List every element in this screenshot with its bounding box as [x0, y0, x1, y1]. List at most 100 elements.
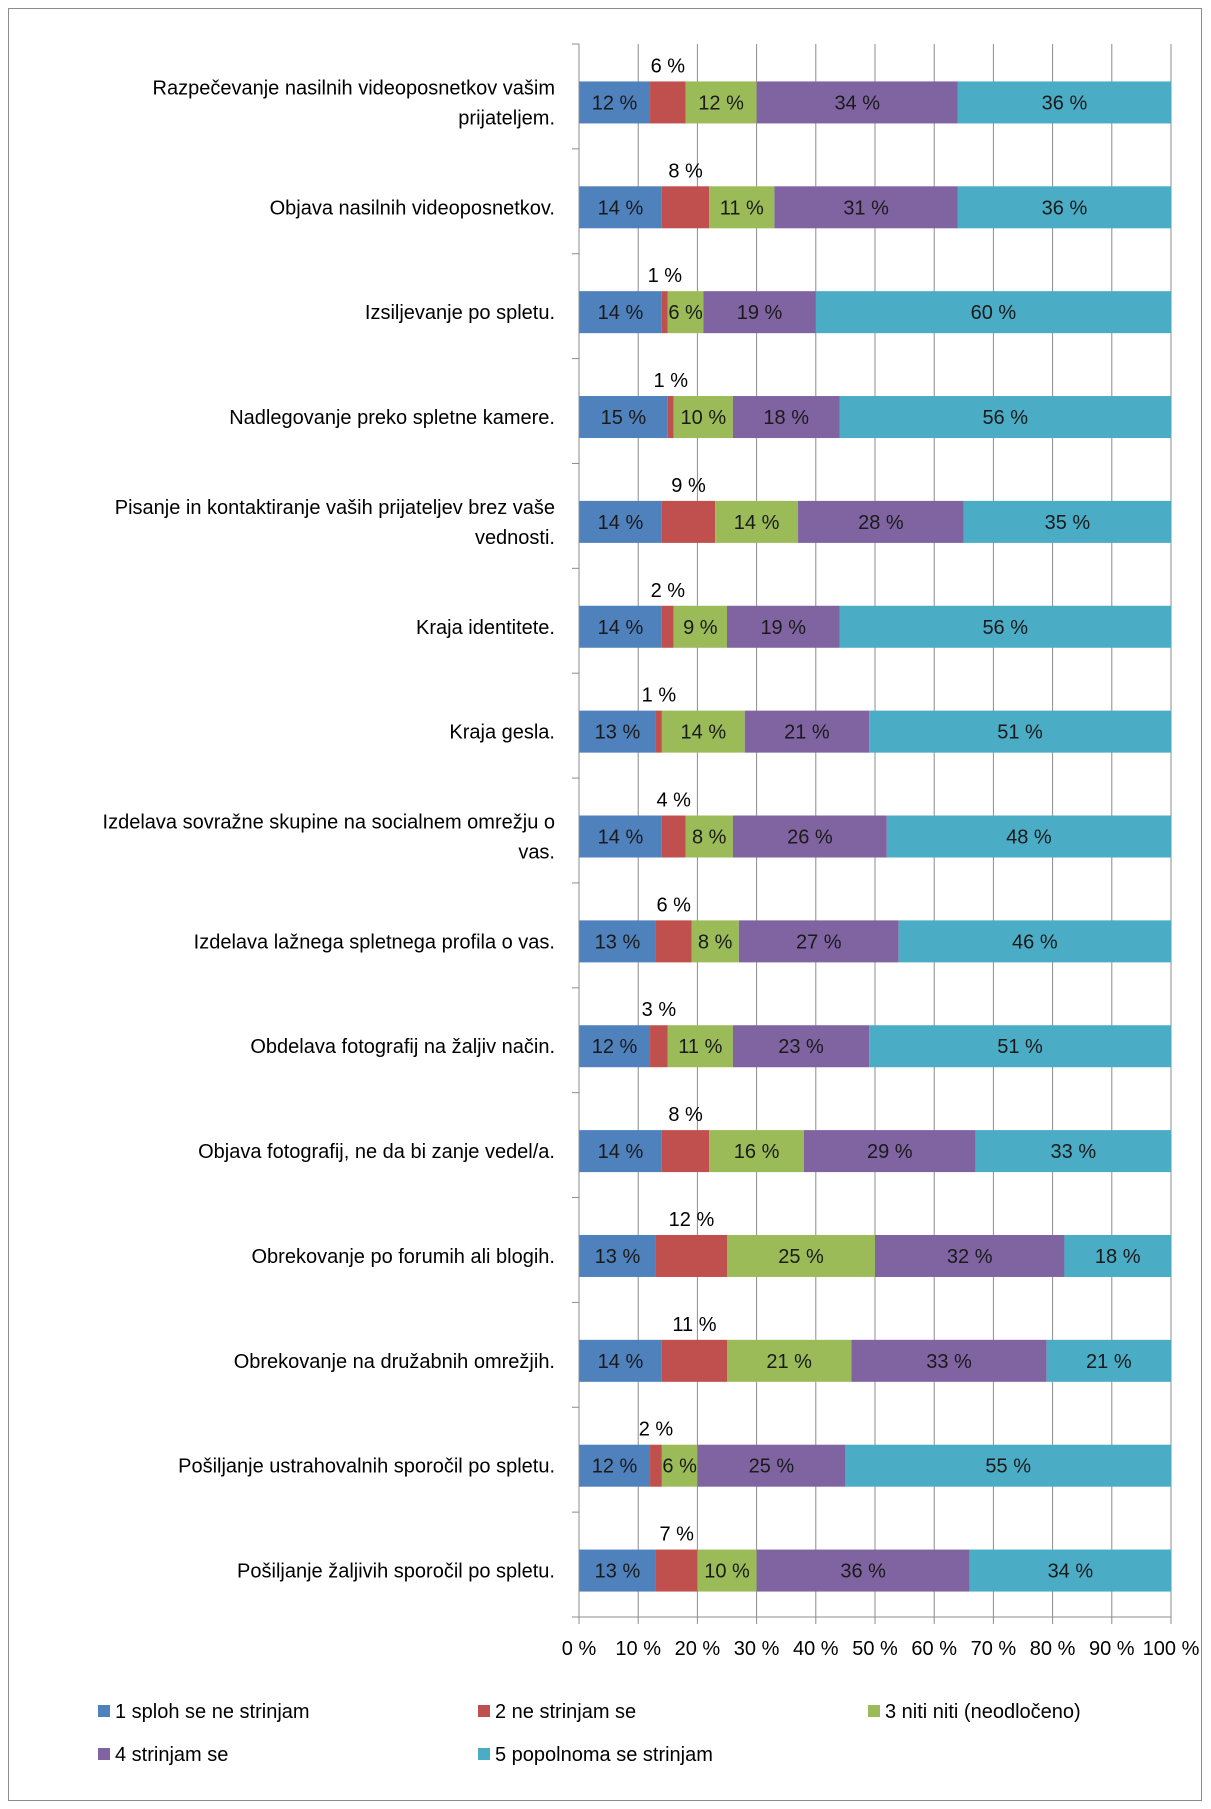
bar-segment [756, 81, 958, 124]
data-label: 33 % [1051, 1141, 1097, 1163]
bar-segment [732, 815, 887, 858]
data-label: 56 % [982, 407, 1028, 429]
bar-segment [655, 1549, 698, 1592]
data-label: 12 % [592, 92, 638, 114]
category-label: Obrekovanje na družabnih omrežjih. [234, 1351, 555, 1373]
category-label-line: prijateljem. [458, 107, 555, 129]
data-label: 12 % [669, 1209, 715, 1231]
data-label: 4 % [656, 790, 691, 812]
category-label-line: Pošiljanje žaljivih sporočil po spletu. [237, 1561, 555, 1583]
data-label: 13 % [595, 931, 641, 953]
category-label-line: Razpečevanje nasilnih videoposnetkov vaš… [153, 77, 555, 99]
legend-swatch [478, 1705, 490, 1717]
bar-segment [697, 1444, 846, 1487]
bar-segment [667, 396, 674, 439]
data-label: 13 % [595, 1561, 641, 1583]
category-label: Izsiljevanje po spletu. [365, 302, 555, 324]
data-label: 34 % [1048, 1561, 1094, 1583]
category-label-line: Izdelava sovražne skupine na socialnem o… [103, 812, 555, 834]
labels: 0 % 10 % 20 % 30 % 40 % 50 % 60 % 70 % 80 % 90 % 1… [103, 55, 1200, 1660]
data-label: 14 % [598, 302, 644, 324]
bar-segment [727, 1234, 875, 1277]
category-label: Izdelava lažnega spletnega profila o vas… [194, 931, 555, 953]
bar-segment [655, 710, 662, 753]
category-label-line: Kraja identitete. [416, 617, 555, 639]
category-label-line: vednosti. [475, 527, 555, 549]
bar-segment [579, 396, 668, 439]
data-label: 11 % [672, 1314, 716, 1336]
data-label: 1 % [648, 265, 683, 287]
category-label: Izdelava sovražne skupine na socialnem o… [103, 812, 555, 864]
category-label-line: Obrekovanje po forumih ali blogih. [251, 1246, 555, 1268]
data-label: 55 % [985, 1456, 1031, 1478]
category-label-line: Objava nasilnih videoposnetkov. [270, 197, 555, 219]
bar-segment [957, 81, 1171, 124]
bar-segment [579, 815, 662, 858]
bar-segment [803, 1130, 976, 1173]
data-label: 14 % [598, 827, 644, 849]
data-label: 34 % [834, 92, 880, 114]
category-label: Objava nasilnih videoposnetkov. [270, 197, 555, 219]
bar-segment [579, 1025, 651, 1068]
data-label: 13 % [595, 1246, 641, 1268]
bar-segment [650, 1444, 662, 1487]
data-label: 13 % [595, 722, 641, 744]
category-label: Obrekovanje po forumih ali blogih. [251, 1246, 555, 1268]
data-label: 1 % [654, 370, 689, 392]
legend-swatch [98, 1705, 110, 1717]
bar-segment [661, 710, 745, 753]
bar-segment [661, 815, 686, 858]
bar-segment [774, 186, 958, 229]
legend-label: 4 strinjam se [115, 1744, 228, 1766]
category-label: Nadlegovanje preko spletne kamere. [229, 407, 555, 429]
category-label: Objava fotografij, ne da bi zanje vedel/… [198, 1141, 555, 1163]
bar-segment [963, 500, 1171, 543]
data-label: 8 % [668, 1104, 703, 1126]
bar-segment [845, 1444, 1171, 1487]
data-label: 21 % [1086, 1351, 1132, 1373]
data-label: 51 % [997, 722, 1043, 744]
data-label: 2 % [639, 1419, 674, 1441]
axes [572, 43, 1172, 1624]
category-label-line: Obrekovanje na družabnih omrežjih. [234, 1351, 555, 1373]
bar-segment [839, 396, 1171, 439]
category-label-line: Obdelava fotografij na žaljiv način. [250, 1036, 555, 1058]
bar-segment [661, 605, 674, 648]
x-tick-label: 50 % [852, 1638, 898, 1660]
category-label-line: Kraja gesla. [449, 722, 555, 744]
x-tick-label: 70 % [971, 1638, 1017, 1660]
bar-segment [579, 500, 662, 543]
legend-swatch [478, 1748, 490, 1760]
bar-segment [661, 1130, 710, 1173]
legend: 1 sploh se ne strinjam 2 ne strinjam se 3 … [98, 1701, 1081, 1766]
data-label: 56 % [982, 617, 1028, 639]
data-label: 6 % [656, 894, 691, 916]
category-label-line: Pošiljanje ustrahovalnih sporočil po spl… [178, 1456, 555, 1478]
data-label: 12 % [592, 1456, 638, 1478]
bar-segment [579, 920, 656, 963]
bar-segment [691, 920, 739, 963]
data-label: 14 % [598, 1141, 644, 1163]
bar-segment [727, 605, 840, 648]
bar-segment [579, 186, 662, 229]
bar-segment [579, 291, 662, 334]
category-label-line: Pisanje in kontaktiranje vaših prijatelj… [115, 497, 555, 519]
bar-segment [655, 1234, 727, 1277]
category-label: Pošiljanje ustrahovalnih sporočil po spl… [178, 1456, 555, 1478]
legend-label: 2 ne strinjam se [495, 1701, 636, 1723]
category-label-line: Izdelava lažnega spletnega profila o vas… [194, 931, 555, 953]
data-label: 3 % [642, 999, 677, 1021]
data-label: 19 % [760, 617, 806, 639]
bar-segment [732, 396, 840, 439]
data-label: 14 % [598, 617, 644, 639]
data-label: 14 % [598, 197, 644, 219]
data-label: 46 % [1012, 931, 1058, 953]
data-label: 21 % [766, 1351, 812, 1373]
category-label: Pisanje in kontaktiranje vaših prijatelj… [115, 497, 555, 549]
data-label: 19 % [737, 302, 783, 324]
bar-segment [650, 1025, 668, 1068]
bar-segment [655, 920, 692, 963]
bar-segment [839, 605, 1171, 648]
category-label: Razpečevanje nasilnih videoposnetkov vaš… [153, 77, 555, 129]
